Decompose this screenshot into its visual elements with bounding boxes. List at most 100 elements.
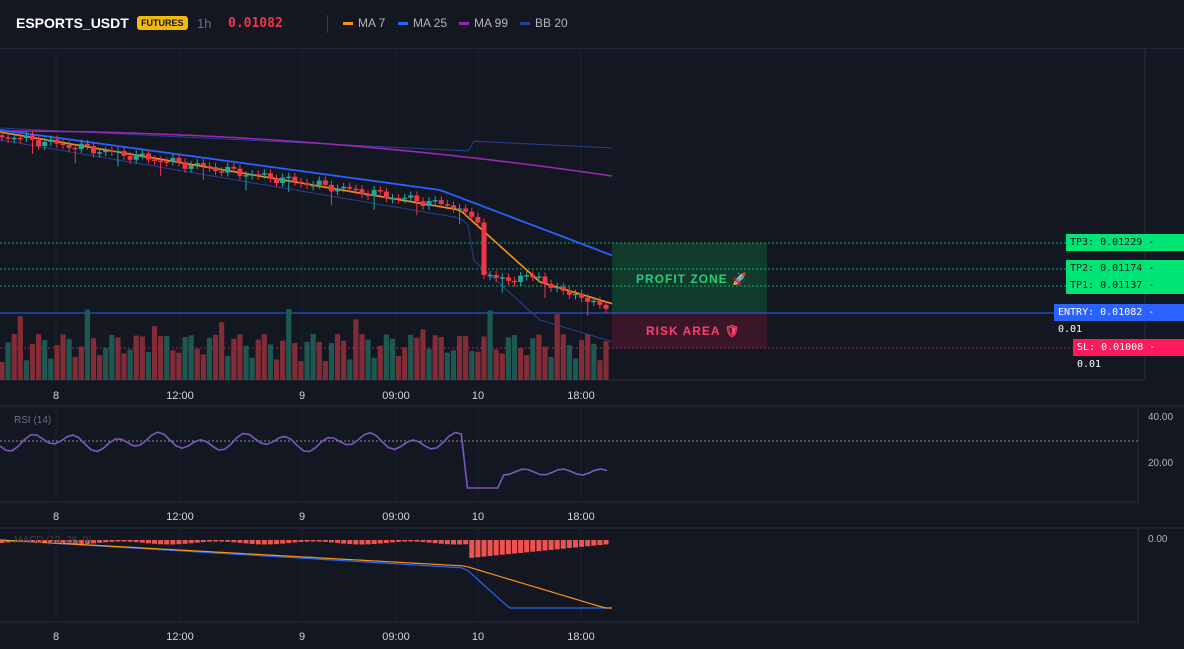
x-axis-label: 18:00 [567, 631, 595, 643]
candle-body [286, 176, 292, 179]
candle-body [292, 176, 298, 182]
candle-body [200, 163, 206, 167]
legend-label: MA 25 [413, 16, 448, 30]
candle-body [139, 153, 145, 156]
volume-bar [267, 344, 274, 380]
volume-bar [188, 335, 194, 380]
candle-body [335, 188, 341, 192]
volume-bar [517, 348, 524, 380]
candle-body [255, 174, 261, 176]
candle-body [316, 180, 322, 185]
macd-hist-bar [438, 540, 444, 544]
macd-hist-bar [109, 540, 115, 542]
macd-hist-bar [48, 540, 54, 544]
macd-hist-bar [23, 540, 29, 542]
header-divider [327, 15, 328, 33]
candle-body [493, 274, 499, 278]
volume-bar [66, 339, 72, 380]
volume-bar [456, 335, 463, 380]
volume-bar [389, 338, 396, 380]
candle-body [554, 286, 560, 289]
ma99-line [0, 130, 613, 177]
macd-hist-bar [243, 540, 249, 544]
candle-body [66, 145, 72, 148]
tp1-tag: TP1: 0.01137 - 0.01 [1066, 277, 1184, 308]
macd-hist-bar [365, 540, 371, 545]
candle-body [97, 152, 103, 154]
candle-body [5, 137, 11, 139]
candle-body [121, 151, 127, 156]
candle-body [206, 166, 212, 168]
macd-hist-bar [341, 540, 347, 544]
volume-bar [243, 345, 249, 380]
volume-bar [438, 336, 444, 380]
candle-body [231, 166, 237, 169]
macd-hist-bar [542, 540, 548, 551]
candle-body [91, 146, 97, 154]
x-axis-label: 12:00 [166, 390, 194, 402]
x-axis-label: 9 [299, 631, 305, 643]
candle-body [536, 276, 542, 278]
bb-lower-line [0, 139, 613, 343]
macd-hist-bar [304, 540, 310, 542]
candle-body [249, 174, 255, 176]
candle-body [457, 208, 463, 210]
volume-bar [200, 354, 206, 380]
candle-body [359, 189, 365, 195]
candle-body [78, 143, 84, 150]
legend-label: MA 99 [474, 16, 509, 30]
volume-bar [420, 329, 426, 380]
macd-hist-bar [402, 540, 408, 542]
candle-body [402, 197, 408, 200]
volume-bar [304, 341, 310, 380]
volume-bar [322, 361, 328, 380]
volume-bar [145, 351, 152, 380]
volume-bar [29, 343, 36, 380]
volume-bar [182, 336, 188, 380]
chart-header: ESPORTS_USDT FUTURES 1h 0.01082 MA 7 MA … [0, 0, 1184, 49]
volume-bar [78, 346, 84, 380]
macd-hist-bar [298, 540, 304, 542]
x-axis-label: 12:00 [166, 511, 194, 523]
volume-bar [54, 345, 60, 380]
macd-hist-bar [536, 540, 542, 552]
macd-hist-bar [548, 540, 554, 550]
volume-bar [42, 340, 48, 380]
volume-bar [511, 335, 518, 380]
x-axis-label: 10 [472, 631, 484, 643]
volume-bar [237, 334, 243, 380]
macd-hist-bar [237, 540, 243, 543]
legend-bb20[interactable]: BB 20 [520, 16, 568, 30]
macd-hist-bar [84, 540, 90, 544]
volume-bar [377, 345, 383, 380]
candle-body [182, 162, 188, 169]
candle-body [542, 276, 548, 284]
volume-bar [499, 353, 505, 380]
timeframe[interactable]: 1h [197, 16, 212, 31]
volume-bar [505, 337, 511, 380]
candle-body [188, 165, 194, 169]
symbol-name[interactable]: ESPORTS_USDT [16, 15, 129, 31]
macd-hist-bar [475, 540, 481, 558]
volume-bar [72, 356, 78, 380]
legend-ma7[interactable]: MA 7 [343, 16, 385, 30]
volume-bar [426, 348, 432, 380]
volume-bar [23, 360, 30, 380]
candle-body [475, 216, 481, 223]
candle-body [225, 166, 231, 173]
volume-bar [109, 335, 115, 380]
macd-hist-bar [469, 540, 475, 558]
volume-bar [560, 334, 566, 380]
macd-hist-bar [335, 540, 341, 544]
macd-hist-bar [255, 540, 261, 545]
legend-ma25[interactable]: MA 25 [398, 16, 447, 30]
volume-bar [365, 339, 371, 380]
macd-hist-bar [481, 540, 487, 557]
volume-bar [585, 334, 591, 380]
macd-hist-bar [597, 540, 603, 546]
candle-body [133, 154, 139, 160]
candle-body [237, 168, 243, 176]
macd-hist-bar [499, 540, 505, 555]
legend-ma99[interactable]: MA 99 [459, 16, 508, 30]
